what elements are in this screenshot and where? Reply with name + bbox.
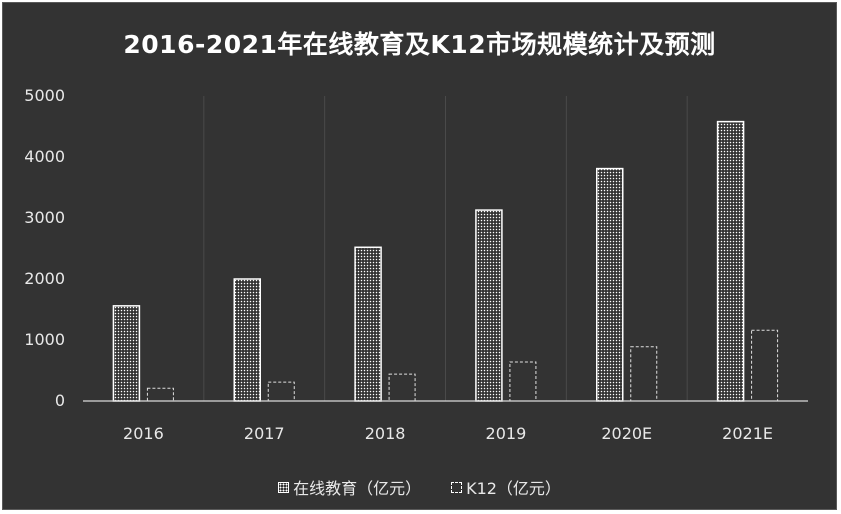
y-tick-label: 1000 [24,330,65,349]
bar-k12 [146,387,174,402]
bar-online-education [716,120,745,402]
chart-plot: 0 1000 2000 3000 4000 5000 2016 2017 2018 2019 202… [24,86,808,443]
legend: 在线教育（亿元） K12（亿元） [3,475,836,499]
bar-online-education [112,305,141,402]
y-tick-label: 5000 [24,86,65,105]
bar-online-education [233,278,261,402]
bar-k12 [267,381,295,402]
y-tick-label: 2000 [24,269,65,288]
chart-title: 2016-2021年在线教育及K12市场规模统计及预测 [123,30,716,59]
y-tick-label: 0 [55,391,65,410]
x-tick-label: 2018 [365,424,406,443]
bar-online-education [596,167,624,402]
bar-k12 [751,329,779,402]
legend-swatch-dashed [451,481,463,493]
bar-online-education [354,246,382,402]
x-tick-label: 2020E [601,424,652,443]
bar-k12 [388,373,416,402]
x-tick-label: 2019 [486,424,527,443]
x-tick-label: 2017 [244,424,285,443]
legend-label-k12: K12（亿元） [466,479,561,498]
bar-k12 [509,361,537,402]
y-tick-label: 3000 [24,208,65,227]
legend-item-k12: K12（亿元） [451,475,561,499]
legend-swatch-dotted [278,481,290,493]
bar-k12 [630,346,658,402]
bar-online-education [475,209,503,402]
y-tick-label: 4000 [24,147,65,166]
x-tick-label: 2021E [722,424,773,443]
legend-item-online-education: 在线教育（亿元） [278,475,421,499]
x-tick-label: 2016 [123,424,164,443]
legend-label-online-education: 在线教育（亿元） [293,479,422,498]
